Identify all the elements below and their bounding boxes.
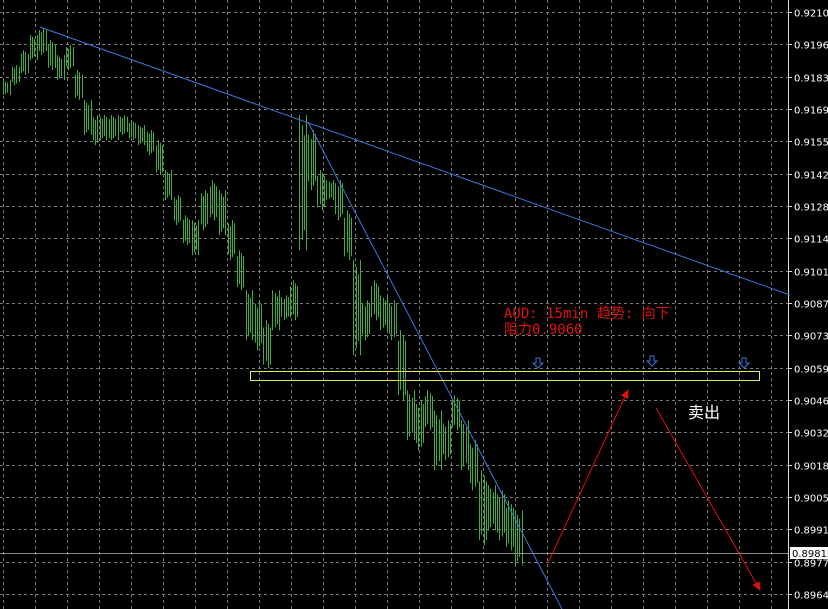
y-tick-label: 0.90185 xyxy=(794,462,828,473)
short-trendline[interactable] xyxy=(307,121,563,609)
y-tick-label: 0.90735 xyxy=(794,332,828,343)
y-tick-label: 0.90595 xyxy=(794,365,828,376)
y-tick-label: 0.91145 xyxy=(794,235,828,246)
y-tick-label: 0.91965 xyxy=(794,41,828,52)
y-tick-label: 0.90325 xyxy=(794,429,828,440)
down-arrow-icon xyxy=(531,355,751,369)
current-price-box xyxy=(790,547,828,559)
current-price-label: 0.89812 xyxy=(792,549,828,560)
grid xyxy=(0,0,788,609)
resistance-note: 阻力0.9060 xyxy=(504,322,583,338)
y-tick-label: 0.89915 xyxy=(794,526,828,537)
down-arrow xyxy=(655,407,761,591)
y-tick-label: 0.89775 xyxy=(794,559,828,570)
up-arrow xyxy=(547,389,629,564)
resistance-zone[interactable] xyxy=(250,371,760,381)
trend-note: AUD: 15min 趋势: 向下 xyxy=(504,306,670,322)
y-tick-label: 0.91555 xyxy=(794,138,828,149)
sell-label: 卖出 xyxy=(688,403,721,422)
long-trendline[interactable] xyxy=(39,26,791,296)
ohlc-bars xyxy=(3,28,523,566)
